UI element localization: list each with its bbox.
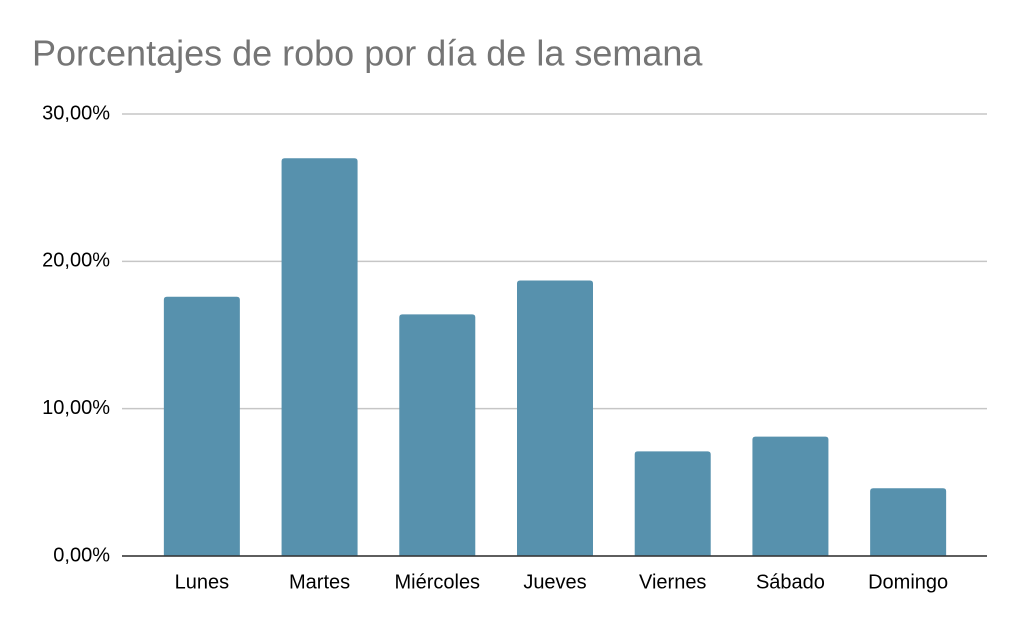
x-tick-label: Miércoles [394,571,480,593]
bar [517,280,593,556]
x-tick-label: Jueves [523,571,586,593]
bar [281,158,358,556]
bar [634,451,711,556]
x-tick-label: Martes [289,571,350,593]
bar [399,314,476,556]
bar [163,296,240,556]
y-tick-label: 20,00% [42,250,110,272]
bar [870,488,947,556]
x-tick-label: Lunes [175,571,230,593]
bar [752,436,829,556]
y-tick-label: 30,00% [42,102,110,124]
y-tick-label: 0,00% [53,544,110,566]
x-tick-label: Sábado [756,571,825,593]
chart-title: Porcentajes de robo por día de la semana [32,33,703,74]
x-tick-label: Domingo [868,571,948,593]
y-tick-label: 10,00% [42,397,110,419]
x-tick-label: Viernes [639,571,706,593]
